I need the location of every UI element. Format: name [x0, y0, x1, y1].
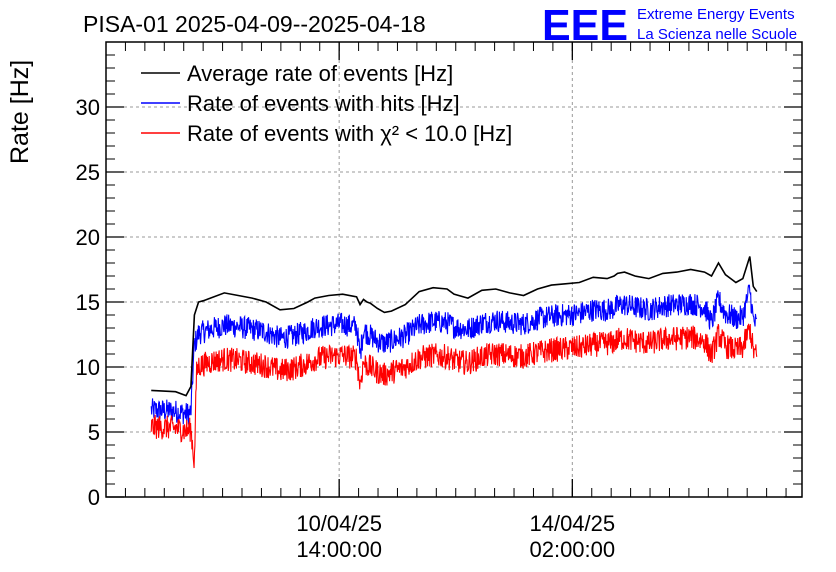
- legend: Average rate of events [Hz] Rate of even…: [141, 61, 512, 146]
- series-line-average: [151, 256, 758, 397]
- y-tick-labels: 0 5 10 15 20 25 30: [76, 95, 100, 510]
- series-line-chi2: [150, 323, 758, 469]
- series-line-hits: [150, 284, 758, 425]
- y-axis-label: Rate [Hz]: [6, 60, 34, 164]
- y-tick-label: 20: [76, 225, 100, 250]
- series-group: [150, 256, 758, 469]
- legend-label-hits: Rate of events with hits [Hz]: [187, 91, 460, 116]
- legend-label-chi2: Rate of events with χ² < 10.0 [Hz]: [187, 121, 512, 146]
- chart-title: PISA-01 2025-04-09--2025-04-18: [83, 11, 426, 37]
- logo-line-1: Extreme Energy Events: [637, 6, 795, 23]
- y-tick-label: 10: [76, 355, 100, 380]
- x-tick-label-date: 10/04/25: [296, 511, 382, 536]
- y-tick-label: 5: [88, 420, 100, 445]
- eee-logo: EEE Extreme Energy Events La Scienza nel…: [542, 1, 797, 50]
- eee-logo-mark: EEE: [542, 1, 628, 50]
- y-tick-label: 30: [76, 95, 100, 120]
- x-tick-label-time: 14:00:00: [296, 537, 382, 562]
- axis-ticks: [105, 42, 802, 498]
- legend-label-average: Average rate of events [Hz]: [187, 61, 453, 86]
- logo-line-2: La Scienza nelle Scuole: [637, 26, 797, 43]
- y-tick-label: 0: [88, 485, 100, 510]
- x-tick-label-date: 14/04/25: [529, 511, 615, 536]
- y-tick-label: 15: [76, 290, 100, 315]
- x-tick-label-time: 02:00:00: [529, 537, 615, 562]
- y-tick-label: 25: [76, 160, 100, 185]
- plot-frame: [105, 41, 803, 498]
